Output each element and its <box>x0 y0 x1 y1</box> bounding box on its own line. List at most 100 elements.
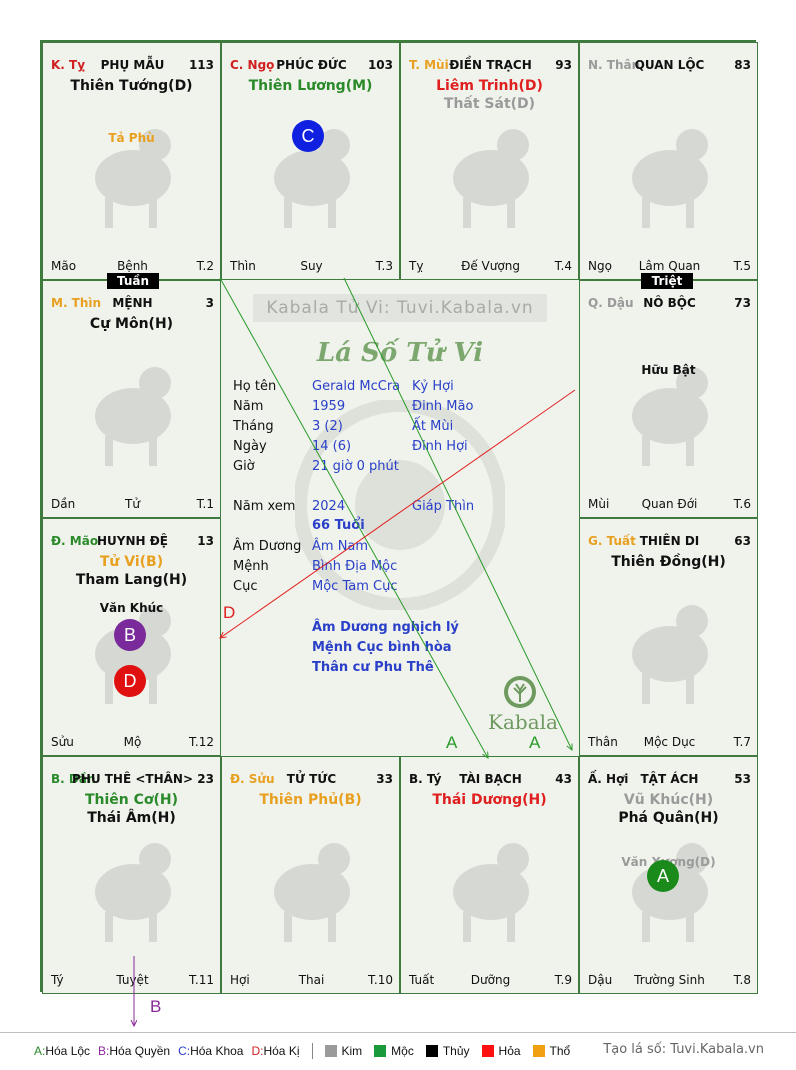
legend-element-label: Mộc <box>391 1044 414 1059</box>
palace-header: B. Dần PHU THÊ <THÂN> 23 <box>51 772 214 788</box>
zodiac-animal-icon <box>632 367 708 466</box>
triet-tag: Triệt <box>641 273 693 289</box>
palace-header: T. Mùi ĐIỀN TRẠCH 93 <box>409 58 572 74</box>
palace-name: PHÚC ĐỨC <box>276 58 347 72</box>
footer-tier: T.5 <box>733 259 751 273</box>
footer-tier: T.11 <box>189 973 214 987</box>
palace-header: G. Tuất THIÊN DI 63 <box>588 534 751 550</box>
palace-header: M. Thìn MỆNH 3 <box>51 296 214 312</box>
footer-branch: Tuất <box>409 973 435 987</box>
palace-header: K. Tỵ PHỤ MẪU 113 <box>51 58 214 74</box>
legend-hoa-item: D: Hóa Kị <box>251 1044 299 1059</box>
palace-footer: Tý Tuyệt T.11 <box>51 973 214 987</box>
palace-number: 53 <box>734 772 751 786</box>
legend-swatch <box>374 1045 387 1058</box>
palace-cell: N. Thân QUAN LỘC 83 Ngọ Lâm Quan T.5 <box>579 42 758 280</box>
info-value2: Ất Mùi <box>412 419 454 434</box>
footer-tier: T.9 <box>554 973 572 987</box>
palace-branch: B. Tý <box>409 772 442 786</box>
hoa-ki-marker: D <box>114 665 146 697</box>
main-star: Thiên Phủ(B) <box>259 792 362 808</box>
info-label: Tháng <box>233 419 274 434</box>
watermark-text: Kabala Tử Vi: Tuvi.Kabala.vn <box>253 294 547 322</box>
palace-footer: Mùi Quan Đới T.6 <box>588 497 751 511</box>
credit-link[interactable]: Tạo lá số: Tuvi.Kabala.vn <box>603 1042 764 1057</box>
legend-element-label: Kim <box>341 1044 363 1059</box>
palace-header: Q. Dậu NÔ BỘC 73 <box>588 296 751 312</box>
zodiac-animal-icon <box>274 843 350 942</box>
info-value: Mộc Tam Cục <box>312 579 398 594</box>
palace-branch: Đ. Mão <box>51 534 99 548</box>
palace-number: 43 <box>555 772 572 786</box>
year-view-value: 2024 <box>312 499 346 514</box>
footer-branch: Tý <box>51 973 64 987</box>
palace-branch: Đ. Sửu <box>230 772 275 786</box>
main-star: Cự Môn(H) <box>89 316 174 332</box>
legend-element-item: Kim <box>324 1044 363 1059</box>
footer-tier: T.10 <box>368 973 393 987</box>
hoa-quyen-marker: B <box>114 619 146 651</box>
legend: A: Hóa Lộc B: Hóa Quyền C: Hóa Khoa D: Hóa … <box>34 1043 582 1061</box>
legend-element-item: Mộc <box>374 1044 414 1059</box>
palace-footer: Tuất Dưỡng T.9 <box>409 973 572 987</box>
palace-number: 63 <box>734 534 751 548</box>
legend-hoa-item: B: Hóa Quyền <box>98 1044 170 1058</box>
palace-name: HUYNH ĐỆ <box>97 534 168 548</box>
aux-star: Hữu Bật <box>641 363 696 377</box>
palace-footer: Dậu Trường Sinh T.8 <box>588 973 751 987</box>
palace-cell: B. Dần PHU THÊ <THÂN> 23 Thiên Cơ(H) Thái Âm… <box>42 756 221 994</box>
footer-branch: Ngọ <box>588 259 612 273</box>
palace-branch: N. Thân <box>588 58 641 72</box>
info-values-2: Âm Nam Bình Địa Mộc Mộc Tam Cục <box>312 537 472 597</box>
palace-footer: Sửu Mộ T.12 <box>51 735 214 749</box>
chart-title: Lá Số Tử Vi <box>316 338 484 368</box>
arrow-label-d: D <box>223 603 236 622</box>
palace-number: 3 <box>205 296 214 310</box>
info-value: Bình Địa Mộc <box>312 559 398 574</box>
footer-stage: Mộ <box>123 735 142 749</box>
footer-stage: Suy <box>300 259 323 273</box>
summary-line: Thân cư Phu Thê <box>312 660 434 675</box>
main-star: Thiên Cơ(H) <box>84 792 179 808</box>
summary-line: Mệnh Cục bình hòa <box>312 640 452 655</box>
legend-element-item: Thủy <box>425 1044 470 1058</box>
palace-number: 33 <box>376 772 393 786</box>
palace-cell: Q. Dậu NÔ BỘC 73 Hữu Bật Mùi Quan Đới T.6 <box>579 280 758 518</box>
tuvi-chart: K. Tỵ PHỤ MẪU 113 Thiên Tướng(D) Tả Phù Mão Bệ… <box>40 40 758 994</box>
footer-branch: Thân <box>588 735 618 749</box>
hoa-khoa-marker: C <box>292 120 324 152</box>
palace-cell: G. Tuất THIÊN DI 63 Thiên Đồng(H) Thân Mộc Dụ… <box>579 518 758 756</box>
info-label: Giờ <box>233 459 255 474</box>
info-value: 1959 <box>312 399 346 414</box>
main-stars: Thiên Cơ(H) Thái Âm(H) <box>43 791 220 827</box>
arrow-label-a: A <box>446 733 458 752</box>
info-value: 21 giờ 0 phút <box>312 459 399 474</box>
palace-branch: B. Dần <box>51 772 96 786</box>
info-label: Họ tên <box>233 379 277 394</box>
footer-stage: Dưỡng <box>470 973 511 987</box>
palace-header: B. Tý TÀI BẠCH 43 <box>409 772 572 788</box>
info-value2: Đinh Hợi <box>412 439 468 454</box>
main-star: Tham Lang(H) <box>75 572 188 588</box>
palace-cell: Đ. Sửu TỬ TỨC 33 Thiên Phủ(B) Hợi Thai T.10 <box>221 756 400 994</box>
footer-branch: Thìn <box>230 259 256 273</box>
palace-footer: Thìn Suy T.3 <box>230 259 393 273</box>
legend-hoa-key: D: <box>251 1044 264 1059</box>
legend-hoa-label: Hóa Khoa <box>190 1044 244 1059</box>
palace-name: PHỤ MẪU <box>100 58 165 72</box>
legend-swatch <box>481 1045 494 1058</box>
palace-number: 83 <box>734 58 751 72</box>
main-star: Thất Sát(D) <box>443 96 536 112</box>
palace-cell: M. Thìn MỆNH 3 Cự Môn(H) Dần Tử T.1 <box>42 280 221 518</box>
zodiac-animal-icon <box>95 843 171 942</box>
palace-branch: Ấ. Hợi <box>588 772 629 786</box>
palace-header: Đ. Mão HUYNH ĐỆ 13 <box>51 534 214 550</box>
footer-branch: Sửu <box>51 735 74 749</box>
info-value: Gerald McCra <box>312 379 401 394</box>
info-label: Mệnh <box>233 559 269 574</box>
info-value2: Kỷ Hợi <box>412 379 454 394</box>
info-value: Âm Nam <box>312 539 369 554</box>
palace-branch: G. Tuất <box>588 534 636 548</box>
info-label: Năm <box>233 399 264 414</box>
legend-hoa-item: C: Hóa Khoa <box>178 1044 244 1059</box>
